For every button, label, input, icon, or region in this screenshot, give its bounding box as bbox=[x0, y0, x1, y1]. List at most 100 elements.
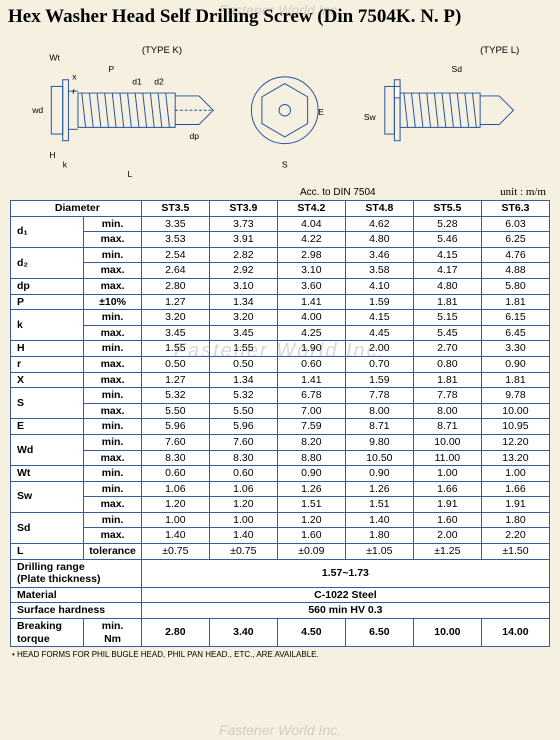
data-cell: 3.73 bbox=[209, 216, 277, 232]
data-cell: 4.45 bbox=[345, 325, 413, 341]
data-cell: 5.96 bbox=[209, 419, 277, 435]
data-cell: 2.82 bbox=[209, 247, 277, 263]
data-cell: 8.30 bbox=[209, 450, 277, 466]
data-cell: 6.25 bbox=[481, 232, 549, 248]
data-cell: 2.64 bbox=[141, 263, 209, 279]
data-cell: 3.60 bbox=[277, 278, 345, 294]
data-cell: 5.80 bbox=[481, 278, 549, 294]
param-label: d₂ bbox=[11, 247, 84, 278]
data-cell: 1.80 bbox=[481, 512, 549, 528]
svg-text:x: x bbox=[72, 72, 77, 82]
minmax-label: max. bbox=[84, 403, 142, 419]
span-value: 560 min HV 0.3 bbox=[141, 603, 549, 619]
svg-text:L: L bbox=[128, 169, 133, 179]
param-label: E bbox=[11, 419, 84, 435]
data-cell: 5.15 bbox=[413, 310, 481, 326]
data-cell: 6.15 bbox=[481, 310, 549, 326]
data-cell: 1.80 bbox=[345, 528, 413, 544]
data-cell: ±0.75 bbox=[141, 544, 209, 560]
column-header: Diameter bbox=[11, 201, 142, 217]
data-cell: 3.10 bbox=[209, 278, 277, 294]
data-cell: 4.10 bbox=[345, 278, 413, 294]
svg-text:Wt: Wt bbox=[49, 53, 60, 63]
data-cell: 1.06 bbox=[209, 481, 277, 497]
minmax-label: min. bbox=[84, 216, 142, 232]
footnote: • HEAD FORMS FOR PHIL BUGLE HEAD, PHIL P… bbox=[0, 647, 560, 662]
data-cell: 4.15 bbox=[345, 310, 413, 326]
minmax-label: max. bbox=[84, 278, 142, 294]
data-cell: 1.81 bbox=[413, 294, 481, 310]
data-cell: 1.27 bbox=[141, 294, 209, 310]
data-cell: 6.50 bbox=[345, 619, 413, 647]
data-cell: 5.50 bbox=[141, 403, 209, 419]
minmax-label: min. bbox=[84, 247, 142, 263]
data-cell: 2.80 bbox=[141, 619, 209, 647]
acc-label: Acc. to DIN 7504 bbox=[300, 187, 376, 198]
data-cell: 7.60 bbox=[209, 434, 277, 450]
data-cell: 2.92 bbox=[209, 263, 277, 279]
data-cell: 1.81 bbox=[413, 372, 481, 388]
param-label: Sd bbox=[11, 512, 84, 543]
minmax-label: max. bbox=[84, 497, 142, 513]
data-cell: ±0.09 bbox=[277, 544, 345, 560]
data-cell: 8.00 bbox=[413, 403, 481, 419]
param-label: Sw bbox=[11, 481, 84, 512]
data-cell: 6.45 bbox=[481, 325, 549, 341]
data-cell: 4.04 bbox=[277, 216, 345, 232]
data-cell: 1.66 bbox=[413, 481, 481, 497]
minmax-label: ±10% bbox=[84, 294, 142, 310]
svg-text:P: P bbox=[108, 64, 114, 74]
svg-text:Sd: Sd bbox=[452, 64, 463, 74]
svg-text:S: S bbox=[282, 159, 288, 169]
data-cell: 8.30 bbox=[141, 450, 209, 466]
svg-text:r: r bbox=[72, 86, 75, 96]
param-label: d₁ bbox=[11, 216, 84, 247]
svg-text:H: H bbox=[49, 150, 55, 160]
data-cell: 4.88 bbox=[481, 263, 549, 279]
param-label: dp bbox=[11, 278, 84, 294]
data-cell: ±1.50 bbox=[481, 544, 549, 560]
data-cell: 8.71 bbox=[413, 419, 481, 435]
data-cell: 2.00 bbox=[413, 528, 481, 544]
data-cell: ±1.05 bbox=[345, 544, 413, 560]
svg-text:E: E bbox=[318, 107, 324, 117]
data-cell: 1.60 bbox=[413, 512, 481, 528]
watermark-mid: Fastener World Inc. bbox=[0, 340, 560, 363]
watermark-bottom: Fastener World Inc. bbox=[0, 722, 560, 738]
data-cell: 8.20 bbox=[277, 434, 345, 450]
data-cell: 3.10 bbox=[277, 263, 345, 279]
data-cell: 12.20 bbox=[481, 434, 549, 450]
data-cell: 5.45 bbox=[413, 325, 481, 341]
data-cell: 3.46 bbox=[345, 247, 413, 263]
data-cell: 1.26 bbox=[345, 481, 413, 497]
data-cell: 1.60 bbox=[277, 528, 345, 544]
data-cell: 4.00 bbox=[277, 310, 345, 326]
data-cell: 4.76 bbox=[481, 247, 549, 263]
type-l-label: (TYPE L) bbox=[480, 45, 519, 56]
data-cell: 2.20 bbox=[481, 528, 549, 544]
minmax-label: max. bbox=[84, 372, 142, 388]
column-header: ST5.5 bbox=[413, 201, 481, 217]
data-cell: 3.45 bbox=[141, 325, 209, 341]
data-cell: 8.80 bbox=[277, 450, 345, 466]
minmax-label: min. bbox=[84, 466, 142, 482]
svg-text:k: k bbox=[63, 159, 68, 169]
data-cell: 1.00 bbox=[481, 466, 549, 482]
data-cell: 4.15 bbox=[413, 247, 481, 263]
data-cell: 3.58 bbox=[345, 263, 413, 279]
minmax-label: min. bbox=[84, 481, 142, 497]
data-cell: 1.00 bbox=[141, 512, 209, 528]
data-cell: 1.34 bbox=[209, 294, 277, 310]
data-cell: 4.50 bbox=[277, 619, 345, 647]
data-cell: 2.80 bbox=[141, 278, 209, 294]
data-cell: 4.22 bbox=[277, 232, 345, 248]
data-cell: 1.41 bbox=[277, 294, 345, 310]
data-cell: 1.40 bbox=[141, 528, 209, 544]
data-cell: 10.00 bbox=[413, 434, 481, 450]
data-cell: 8.71 bbox=[345, 419, 413, 435]
minmax-label: min. bbox=[84, 310, 142, 326]
minmax-label: max. bbox=[84, 232, 142, 248]
data-cell: 1.81 bbox=[481, 294, 549, 310]
data-cell: 0.60 bbox=[141, 466, 209, 482]
span-label: Material bbox=[11, 587, 142, 603]
